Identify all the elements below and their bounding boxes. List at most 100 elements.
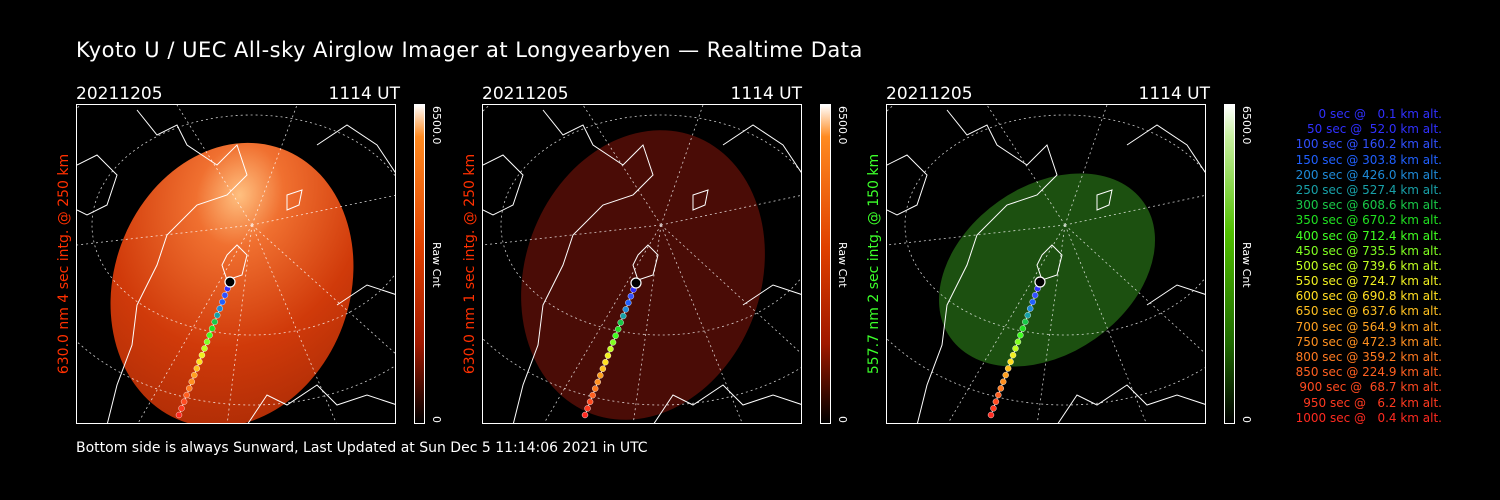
- colorbar-min: 0: [836, 416, 849, 423]
- airglow-panel-1: 20211205 1114 UT: [56, 84, 476, 430]
- legend-row: 250 sec @ 527.4 km alt.: [1295, 182, 1442, 197]
- legend-row: 650 sec @ 637.6 km alt.: [1295, 304, 1442, 319]
- track-point: [216, 305, 224, 312]
- track-point: [995, 391, 1002, 399]
- track-point: [607, 345, 614, 353]
- track-point: [185, 385, 193, 392]
- track-point: [1019, 325, 1027, 332]
- track-point: [183, 391, 190, 399]
- track-point: [1000, 378, 1007, 385]
- track-point: [211, 318, 218, 326]
- airglow-panel-3: 20211205 1114 UT: [866, 84, 1286, 430]
- panel-ylabel: 630.0 nm 1 sec intg. @ 250 km: [462, 153, 478, 375]
- track-point: [599, 365, 607, 372]
- colorbar-max: 6500.0: [430, 106, 443, 145]
- panel-ylabel: 630.0 nm 4 sec intg. @ 250 km: [56, 153, 72, 375]
- track-point: [198, 351, 206, 359]
- track-point: [630, 277, 642, 289]
- track-point: [1031, 292, 1039, 299]
- legend-row: 900 sec @ 68.7 km alt.: [1299, 380, 1442, 395]
- track-point: [992, 398, 1000, 405]
- legend-row: 800 sec @ 359.2 km alt.: [1295, 350, 1442, 364]
- panel-time: 1114 UT: [1138, 84, 1211, 104]
- legend-row: 500 sec @ 739.6 km alt.: [1295, 258, 1442, 273]
- track-point: [214, 312, 221, 319]
- track-point: [1014, 338, 1022, 346]
- legend-row: 300 sec @ 608.6 km alt.: [1295, 198, 1442, 213]
- panel-date: 20211205: [886, 84, 973, 104]
- airglow-panel-2: 20211205 1114 UT: [462, 84, 882, 430]
- track-point: [203, 338, 211, 346]
- rocket-track: [987, 276, 1046, 419]
- panel-date: 20211205: [76, 84, 163, 104]
- track-point: [620, 312, 627, 320]
- track-point: [987, 411, 995, 419]
- track-point: [627, 292, 635, 300]
- track-point: [1034, 276, 1046, 288]
- legend-row: 100 sec @ 160.2 km alt.: [1295, 137, 1442, 152]
- track-point: [609, 339, 617, 346]
- track-point: [997, 385, 1005, 392]
- track-point: [1007, 358, 1014, 365]
- legend-row: 600 sec @ 690.8 km alt.: [1295, 289, 1442, 304]
- legend-row: 350 sec @ 670.2 km alt.: [1295, 213, 1442, 228]
- allsky-image: [482, 104, 802, 424]
- panel-date: 20211205: [482, 84, 569, 104]
- track-point: [175, 411, 183, 419]
- colorbar: [820, 104, 831, 424]
- legend-row: 750 sec @ 472.3 km alt.: [1295, 334, 1442, 349]
- colorbar: [414, 104, 425, 424]
- track-point: [1026, 305, 1034, 312]
- track-point: [221, 292, 229, 299]
- track-point: [617, 319, 624, 326]
- track-point: [581, 411, 589, 419]
- track-point: [614, 325, 622, 333]
- panel-time: 1114 UT: [328, 84, 401, 104]
- track-point: [1029, 298, 1036, 306]
- track-point: [188, 378, 195, 385]
- allsky-map: [483, 105, 801, 423]
- legend-row: 700 sec @ 564.9 km alt.: [1295, 319, 1442, 334]
- legend-row: 550 sec @ 724.7 km alt.: [1295, 274, 1442, 289]
- page-title: Kyoto U / UEC All-sky Airglow Imager at …: [76, 38, 863, 62]
- track-point: [193, 365, 201, 372]
- track-point: [586, 398, 594, 405]
- footer-note: Bottom side is always Sunward, Last Upda…: [76, 440, 648, 456]
- legend-row: 150 sec @ 303.8 km alt.: [1295, 152, 1442, 167]
- track-point: [602, 359, 609, 366]
- allsky-image: [886, 104, 1206, 424]
- allsky-map: [887, 105, 1205, 423]
- track-point: [1002, 371, 1009, 379]
- track-point: [604, 352, 612, 359]
- rocket-track: [581, 277, 642, 419]
- legend-row: 950 sec @ 6.2 km alt.: [1303, 395, 1442, 410]
- panel-time: 1114 UT: [730, 84, 803, 104]
- track-point: [191, 371, 198, 379]
- track-point: [1024, 312, 1031, 319]
- panel-ylabel: 557.7 nm 2 sec intg. @ 150 km: [866, 153, 882, 375]
- colorbar: [1224, 104, 1235, 424]
- track-point: [589, 392, 596, 399]
- track-point: [1009, 351, 1017, 359]
- legend-row: 450 sec @ 735.5 km alt.: [1295, 243, 1442, 258]
- track-point: [1004, 365, 1012, 372]
- track-point: [1017, 331, 1024, 339]
- track-point: [990, 405, 997, 412]
- track-point: [206, 331, 213, 339]
- legend-row: 200 sec @ 426.0 km alt.: [1295, 167, 1442, 182]
- track-point: [196, 358, 203, 365]
- trajectory-legend: 0 sec @ 0.1 km alt. 50 sec @ 52.0 km alt.…: [1252, 107, 1442, 426]
- track-point: [612, 332, 619, 340]
- track-point: [1022, 318, 1029, 326]
- track-point: [224, 276, 236, 288]
- colorbar-unit: Raw Cnt: [430, 242, 443, 288]
- track-point: [219, 298, 226, 306]
- allsky-image: [76, 104, 396, 424]
- allsky-map: [77, 105, 395, 423]
- track-point: [625, 299, 632, 307]
- track-point: [584, 405, 591, 412]
- track-point: [178, 405, 185, 412]
- legend-row: 850 sec @ 224.9 km alt.: [1295, 365, 1442, 380]
- legend-row: 1000 sec @ 0.4 km alt.: [1295, 410, 1442, 425]
- legend-row: 400 sec @ 712.4 km alt.: [1295, 228, 1442, 243]
